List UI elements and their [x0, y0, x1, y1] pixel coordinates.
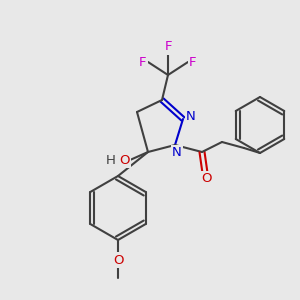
Text: O: O	[119, 154, 129, 166]
Text: N: N	[186, 110, 196, 124]
Text: F: F	[164, 40, 172, 53]
Text: O: O	[202, 172, 212, 185]
Text: F: F	[139, 56, 147, 68]
Text: H: H	[106, 154, 116, 166]
Text: N: N	[172, 146, 182, 160]
Text: O: O	[113, 254, 123, 266]
Text: F: F	[189, 56, 197, 68]
